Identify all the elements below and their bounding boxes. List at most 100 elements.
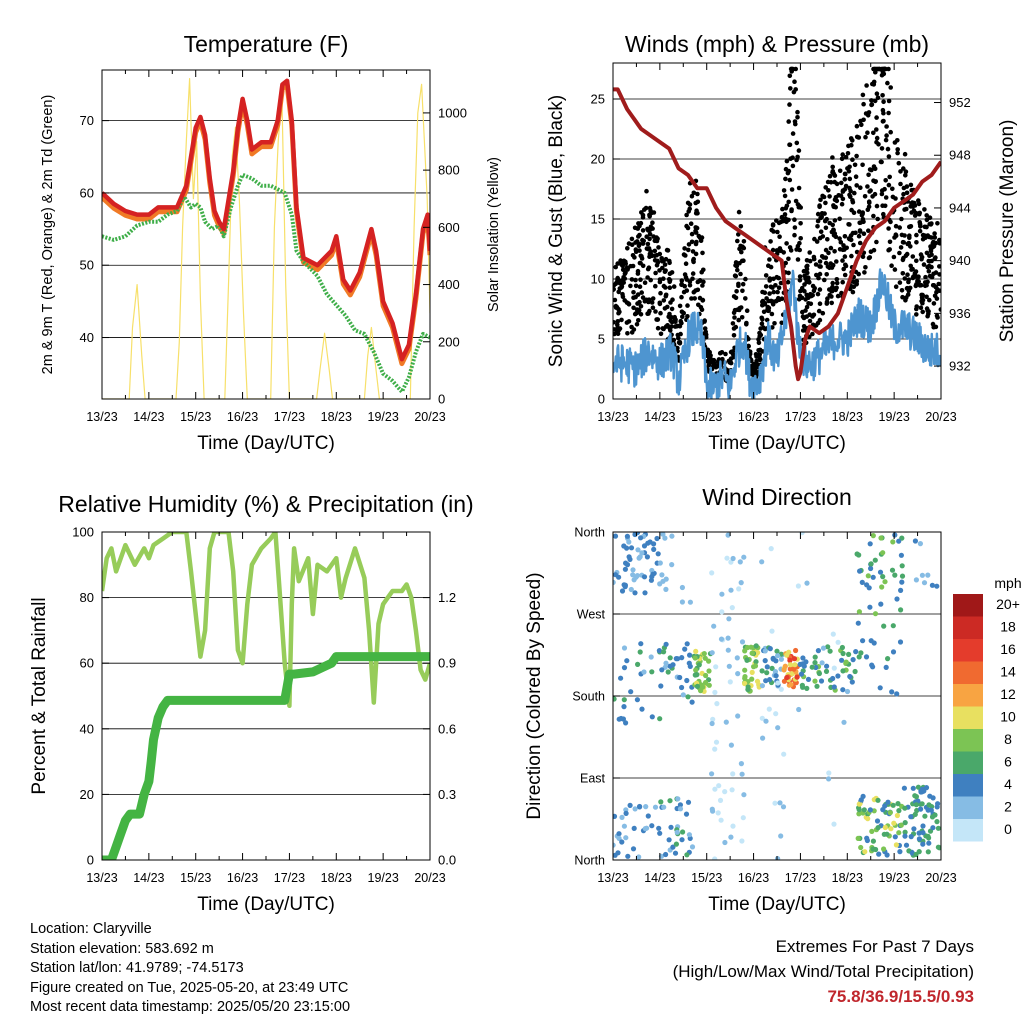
gust-point bbox=[635, 271, 641, 276]
y2-tick-label: 932 bbox=[949, 359, 971, 374]
wind-direction-point bbox=[638, 535, 644, 541]
gust-point bbox=[733, 295, 739, 301]
gust-point bbox=[640, 212, 646, 218]
wind-direction-point bbox=[764, 664, 770, 670]
gust-point bbox=[892, 235, 897, 240]
wind-direction-point bbox=[795, 583, 802, 589]
wind-direction-point bbox=[694, 683, 701, 690]
wind-direction-point bbox=[637, 649, 643, 655]
wind-direction-point bbox=[861, 807, 867, 813]
wind-direction-point bbox=[858, 844, 864, 851]
gust-point bbox=[633, 249, 639, 254]
gust-point bbox=[885, 80, 890, 86]
gust-point bbox=[682, 272, 688, 277]
wind-direction-point bbox=[638, 641, 644, 647]
wind-direction-point bbox=[839, 657, 845, 663]
gust-point bbox=[734, 289, 739, 294]
wind-direction-point bbox=[921, 580, 928, 586]
gust-point bbox=[765, 307, 770, 312]
wind-direction-point bbox=[864, 837, 871, 844]
gust-point bbox=[830, 155, 835, 160]
colorbar-swatch bbox=[953, 796, 983, 819]
gust-point bbox=[880, 93, 885, 98]
gust-point bbox=[684, 223, 689, 229]
x-tick-label: 19/23 bbox=[368, 871, 399, 885]
gust-point bbox=[914, 232, 919, 238]
gust-point bbox=[829, 300, 834, 306]
gust-point bbox=[685, 200, 691, 206]
wind-direction-point bbox=[651, 546, 657, 553]
wind-direction-point bbox=[826, 776, 832, 782]
gust-point bbox=[691, 256, 696, 262]
gust-point bbox=[888, 129, 893, 135]
gust-point bbox=[696, 233, 702, 239]
wind-direction-point bbox=[880, 574, 886, 580]
gust-point bbox=[874, 239, 879, 245]
gust-point bbox=[634, 310, 640, 316]
wind-direction-point bbox=[687, 599, 694, 605]
wind-direction-point bbox=[623, 835, 629, 841]
gust-point bbox=[795, 115, 800, 120]
gust-point bbox=[862, 270, 867, 275]
wind-direction-point bbox=[679, 584, 686, 591]
wind-direction-point bbox=[712, 856, 718, 860]
gust-point bbox=[834, 259, 839, 264]
gust-point bbox=[788, 248, 794, 253]
gust-point bbox=[733, 263, 738, 268]
gust-point bbox=[687, 282, 693, 288]
wind-direction-point bbox=[855, 620, 861, 626]
gust-point bbox=[783, 216, 788, 221]
wind-direction-point bbox=[686, 832, 693, 838]
wind-direction-point bbox=[738, 580, 744, 586]
wind-direction-point bbox=[742, 648, 748, 654]
wind-direction-point bbox=[804, 685, 810, 692]
gust-point bbox=[805, 263, 810, 269]
gust-point bbox=[906, 240, 912, 246]
gust-point bbox=[681, 310, 686, 316]
wind-direction-point bbox=[830, 631, 836, 637]
gust-point bbox=[756, 348, 761, 353]
gust-point bbox=[621, 275, 626, 280]
wind-direction-point bbox=[749, 650, 756, 656]
wind-direction-point bbox=[632, 806, 638, 812]
gust-point bbox=[923, 274, 928, 280]
gust-point bbox=[793, 87, 798, 92]
wind-direction-point bbox=[895, 801, 901, 807]
gust-point bbox=[685, 303, 690, 308]
gust-point bbox=[644, 234, 649, 239]
wind-direction-point bbox=[881, 831, 887, 837]
gust-point bbox=[731, 354, 736, 360]
wind-direction-point bbox=[876, 851, 882, 857]
gust-point bbox=[646, 297, 652, 303]
wind-direction-point bbox=[894, 812, 901, 819]
wind-direction-point bbox=[892, 834, 898, 840]
wind-direction-point bbox=[908, 834, 914, 840]
gust-point bbox=[852, 190, 857, 196]
wind-direction-point bbox=[884, 852, 890, 858]
x-tick-label: 15/23 bbox=[180, 871, 211, 885]
gust-point bbox=[900, 271, 906, 276]
wind-direction-point bbox=[935, 844, 941, 850]
x-tick-label: 15/23 bbox=[691, 410, 722, 424]
gust-point bbox=[620, 267, 626, 273]
wind-direction-point bbox=[687, 663, 693, 670]
wind-direction-point bbox=[663, 586, 669, 593]
wind-direction-point bbox=[712, 689, 718, 696]
gust-point bbox=[898, 181, 903, 187]
wind-direction-point bbox=[767, 646, 773, 652]
gust-point bbox=[917, 283, 923, 288]
wind-direction-point bbox=[730, 771, 736, 777]
gust-point bbox=[900, 257, 906, 263]
gust-point bbox=[866, 228, 871, 233]
gust-point bbox=[924, 250, 930, 256]
wind-direction-point bbox=[878, 601, 884, 607]
y2-tick-label: 0.9 bbox=[438, 656, 456, 671]
gust-point bbox=[850, 198, 855, 203]
wind-direction-point bbox=[927, 793, 933, 799]
wind-direction-point bbox=[769, 628, 775, 634]
gust-point bbox=[667, 325, 672, 331]
y-tick-label: West bbox=[577, 608, 606, 622]
wind-direction-point bbox=[725, 635, 731, 641]
colorbar-swatch bbox=[953, 684, 983, 707]
gust-point bbox=[784, 241, 789, 246]
